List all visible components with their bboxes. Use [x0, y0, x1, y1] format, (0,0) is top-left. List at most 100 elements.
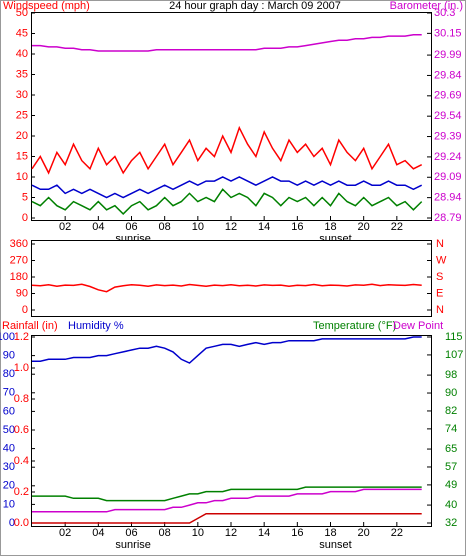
- plot-frame: [31, 240, 432, 317]
- y-tick-label: 15: [16, 150, 28, 162]
- x-tick-label: 14: [258, 527, 270, 539]
- y-tick-label: 10: [3, 498, 15, 510]
- y-tick-label: 60: [3, 405, 15, 417]
- y2-tick-label: 65: [445, 443, 457, 455]
- y2-tick-label: 29.99: [434, 49, 462, 61]
- y-tick-label: 40: [16, 48, 28, 60]
- y2-tick-label: 29.54: [434, 110, 462, 122]
- x-tick-label: 16: [291, 527, 303, 539]
- y-tick-label: 360: [10, 238, 28, 250]
- plot-frame: [31, 12, 432, 221]
- y2-tick-label: 30.3: [434, 7, 455, 19]
- x-tick-label: 10: [192, 221, 204, 233]
- y2-tick-label: 29.24: [434, 151, 462, 163]
- x-tick-label: 08: [159, 527, 171, 539]
- y2-tick-label: 98: [445, 369, 457, 381]
- y2-tick-label: 29.69: [434, 90, 462, 102]
- x-tick-label: 20: [358, 221, 370, 233]
- y3-tick-label: 0.4: [14, 455, 29, 467]
- x-tick-label: 02: [59, 527, 71, 539]
- chart-title: 24 hour graph day : March 09 2007: [169, 0, 341, 12]
- y2-tick-label: 29.84: [434, 69, 462, 81]
- y-tick-label: 0: [9, 517, 15, 529]
- x-tick-label: 12: [225, 221, 237, 233]
- series-line: [32, 512, 422, 524]
- y2-tick-label: 28.94: [434, 192, 462, 204]
- y3-tick-label: 0.8: [14, 393, 29, 405]
- series-line: [31, 283, 422, 293]
- y2-tick-label: 49: [445, 479, 457, 491]
- y3-tick-label: 0.6: [14, 424, 29, 436]
- y-tick-label: 5: [22, 191, 28, 203]
- plot-frame: [31, 335, 432, 527]
- y-tick-label: 20: [16, 130, 28, 142]
- x-tick-label: 02: [59, 221, 71, 233]
- y2-tick-label: 28.79: [434, 212, 462, 224]
- y2-tick-label: 115: [445, 331, 463, 343]
- y2-tick-label: 57: [445, 461, 457, 473]
- y-tick-label: 35: [16, 68, 28, 80]
- y2-tick-label: 74: [445, 423, 457, 435]
- x-tick-label: 22: [391, 221, 403, 233]
- series-line: [31, 176, 423, 199]
- y2-tick-label: N: [436, 304, 444, 316]
- y-tick-label: 0: [22, 304, 28, 316]
- dewpoint-label: Dew Point: [393, 320, 443, 332]
- y-tick-label: 40: [3, 443, 15, 455]
- y-tick-label: 50: [3, 424, 15, 436]
- y-tick-label: 100: [0, 331, 15, 343]
- x-tick-label: 20: [358, 527, 370, 539]
- y-tick-label: 70: [3, 387, 15, 399]
- y3-tick-label: 0.0: [14, 517, 29, 529]
- series-line: [32, 33, 422, 52]
- y2-tick-label: 29.39: [434, 130, 462, 142]
- y-tick-label: 45: [16, 27, 28, 39]
- y-tick-label: 270: [10, 254, 28, 266]
- y2-tick-label: 30.15: [434, 27, 462, 39]
- x-tick-label: 16: [291, 221, 303, 233]
- y-tick-label: 30: [16, 89, 28, 101]
- rainfall-label: Rainfall (in): [2, 320, 58, 332]
- temperature-label: Temperature (°F): [313, 320, 396, 332]
- x-tick-label: 18: [324, 527, 336, 539]
- x-tick-label: 18: [324, 221, 336, 233]
- y-tick-label: 0: [22, 212, 28, 224]
- y2-tick-label: 40: [445, 499, 457, 511]
- y2-tick-label: E: [436, 287, 443, 299]
- y2-tick-label: N: [436, 238, 444, 250]
- x-tick-label: 14: [258, 221, 270, 233]
- y2-tick-label: 32: [445, 517, 457, 529]
- y-tick-label: 10: [16, 171, 28, 183]
- y3-tick-label: 0.2: [14, 486, 29, 498]
- y-tick-label: 180: [10, 271, 28, 283]
- y2-tick-label: 29.09: [434, 171, 462, 183]
- x-tick-label: 08: [159, 221, 171, 233]
- series-line: [31, 125, 423, 175]
- x-tick-label: 04: [92, 221, 104, 233]
- x-tick-label: 12: [225, 527, 237, 539]
- humidity-label: Humidity %: [68, 320, 124, 332]
- y2-tick-label: 107: [445, 349, 463, 361]
- windspeed-label: Windspeed (mph): [3, 0, 90, 12]
- barometer-label: Barometer (in.): [390, 0, 463, 12]
- series-line: [32, 488, 422, 513]
- x-tick-label: 10: [192, 527, 204, 539]
- x-tick-label: 04: [92, 527, 104, 539]
- series-line: [32, 486, 422, 502]
- series-line: [32, 336, 422, 364]
- y-tick-label: 90: [16, 287, 28, 299]
- y-tick-label: 80: [3, 368, 15, 380]
- y-tick-label: 90: [3, 350, 15, 362]
- x-tick-label: 06: [125, 527, 137, 539]
- y-tick-label: 25: [16, 109, 28, 121]
- y2-tick-label: S: [436, 271, 443, 283]
- x-tick-label: 06: [125, 221, 137, 233]
- y-tick-label: 30: [3, 461, 15, 473]
- y2-tick-label: 82: [445, 405, 457, 417]
- y3-tick-label: 1.2: [14, 331, 29, 343]
- annotation: sunset: [319, 539, 351, 551]
- annotation: sunrise: [115, 539, 150, 551]
- y2-tick-label: 90: [445, 387, 457, 399]
- y3-tick-label: 1.0: [14, 362, 29, 374]
